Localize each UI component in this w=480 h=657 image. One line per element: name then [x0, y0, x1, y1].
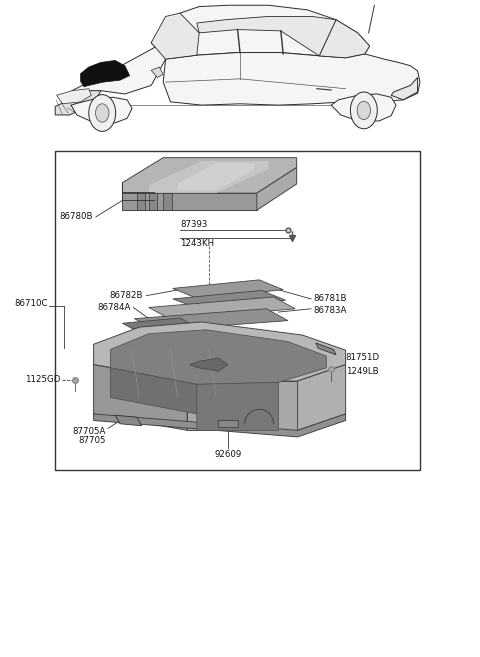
Polygon shape — [149, 161, 269, 193]
Circle shape — [89, 95, 116, 131]
Circle shape — [96, 104, 109, 122]
Polygon shape — [81, 60, 130, 87]
Polygon shape — [134, 309, 288, 330]
Text: 87705A: 87705A — [72, 427, 106, 436]
Polygon shape — [151, 67, 163, 78]
Polygon shape — [163, 193, 172, 210]
Circle shape — [357, 101, 371, 120]
Circle shape — [350, 92, 377, 129]
FancyBboxPatch shape — [55, 151, 420, 470]
Polygon shape — [178, 163, 254, 191]
Polygon shape — [122, 193, 257, 210]
Polygon shape — [316, 343, 336, 355]
Polygon shape — [115, 415, 142, 426]
Text: 86784A: 86784A — [97, 303, 131, 312]
Polygon shape — [71, 97, 132, 124]
Text: 86781B: 86781B — [313, 294, 347, 304]
Polygon shape — [187, 381, 298, 430]
Polygon shape — [151, 13, 199, 59]
Polygon shape — [218, 420, 238, 427]
Polygon shape — [149, 193, 157, 210]
Polygon shape — [173, 280, 283, 298]
Polygon shape — [391, 78, 418, 100]
Polygon shape — [110, 368, 197, 414]
Polygon shape — [149, 297, 295, 319]
Polygon shape — [137, 193, 145, 210]
Text: 1125GD: 1125GD — [24, 375, 60, 384]
Polygon shape — [110, 330, 326, 384]
Text: 86780B: 86780B — [59, 212, 93, 221]
Polygon shape — [57, 89, 91, 104]
Text: 1243KH: 1243KH — [180, 239, 214, 248]
Text: 86710C: 86710C — [14, 299, 48, 308]
Polygon shape — [55, 91, 101, 115]
Polygon shape — [298, 365, 346, 430]
Polygon shape — [94, 365, 187, 430]
Text: 92609: 92609 — [215, 450, 241, 459]
Polygon shape — [319, 20, 370, 58]
Polygon shape — [257, 168, 297, 210]
Polygon shape — [197, 16, 336, 56]
Text: 1249LB: 1249LB — [346, 367, 378, 376]
Polygon shape — [70, 43, 166, 95]
Text: 87393: 87393 — [180, 219, 207, 229]
Polygon shape — [163, 53, 420, 105]
Polygon shape — [151, 5, 370, 59]
Polygon shape — [122, 158, 297, 193]
Polygon shape — [173, 290, 286, 309]
Polygon shape — [190, 358, 228, 371]
Text: 87705: 87705 — [78, 436, 106, 445]
Polygon shape — [94, 322, 346, 381]
Polygon shape — [197, 382, 278, 430]
Polygon shape — [122, 318, 199, 334]
Text: 86782B: 86782B — [109, 291, 143, 300]
Text: 86783A: 86783A — [313, 306, 347, 315]
Polygon shape — [331, 94, 396, 122]
Polygon shape — [94, 414, 346, 437]
Text: 81751D: 81751D — [346, 353, 380, 362]
